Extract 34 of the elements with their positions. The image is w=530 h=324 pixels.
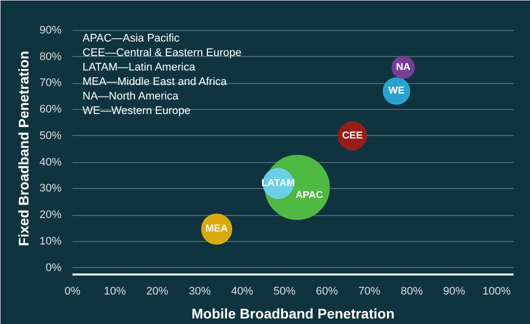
- annotation: NA—North America: [82, 90, 180, 102]
- series-label: APAC: [295, 190, 324, 201]
- x-tick-label: 70%: [358, 286, 381, 298]
- x-tick-label: 10%: [104, 286, 126, 298]
- annotation: LATAM—Latin America: [82, 62, 196, 74]
- annotation: MEA—Middle East and Africa: [82, 76, 228, 88]
- y-tick-label: 30%: [39, 182, 62, 195]
- y-tick-label: 20%: [39, 209, 62, 222]
- x-tick-label: 0%: [64, 286, 81, 298]
- y-tick-label: 90%: [39, 24, 62, 36]
- annotation: CEE—Central & Eastern Europe: [82, 47, 242, 59]
- x-tick-label: 20%: [146, 286, 169, 298]
- y-tick-label: 40%: [39, 156, 62, 168]
- x-tick-label: 40%: [231, 286, 254, 298]
- x-tick-label: 80%: [400, 286, 423, 298]
- x-tick-label: 60%: [316, 286, 338, 298]
- y-tick-label: 80%: [39, 50, 62, 63]
- x-axis-title: Mobile Broadband Penetration: [191, 306, 395, 322]
- series-label: NA: [396, 62, 410, 73]
- x-tick-label: 30%: [188, 286, 211, 298]
- annotation: WE—Western Europe: [82, 105, 191, 117]
- series-label: CEE: [342, 130, 363, 142]
- y-tick-label: 70%: [39, 77, 62, 90]
- y-tick-label: 50%: [39, 130, 62, 142]
- y-tick-label: 10%: [39, 236, 62, 248]
- x-tick-label: 100%: [482, 286, 511, 298]
- series-label: WE: [388, 86, 405, 97]
- y-tick-label: 0%: [46, 262, 62, 274]
- annotation: APAC—Asia Pacific: [82, 32, 180, 44]
- x-tick-label: 50%: [274, 286, 296, 298]
- series-label: MEA: [206, 224, 228, 235]
- x-tick-label: 90%: [443, 286, 466, 298]
- y-tick-label: 60%: [39, 104, 62, 116]
- y-axis-title: Fixed Broadband Penetration: [15, 50, 32, 246]
